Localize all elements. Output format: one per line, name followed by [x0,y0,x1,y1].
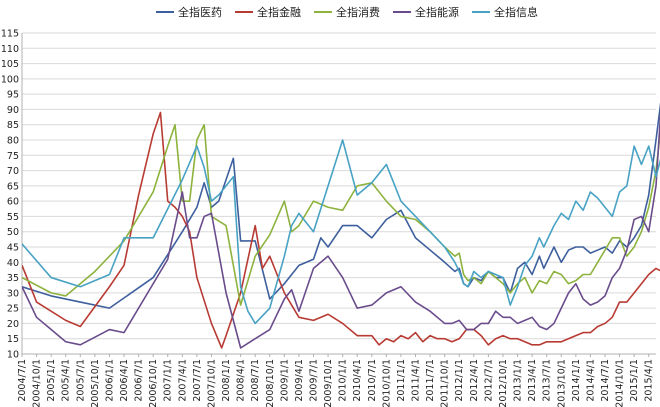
y-tick-label: 65 [7,181,19,192]
x-tick-label: 2007/10/1 [206,359,217,407]
x-tick-label: 2006/10/1 [148,359,159,407]
x-tick-label: 2012/4/1 [469,359,480,402]
x-tick-label: 2008/7/1 [250,359,261,402]
x-tick-label: 2011/4/1 [411,359,422,402]
series-group [22,102,660,349]
x-tick-label: 2007/1/1 [163,359,174,402]
y-tick-label: 50 [7,227,19,238]
y-tick-label: 90 [7,105,19,116]
x-tick-label: 2010/1/1 [338,359,349,402]
x-tick-label: 2006/1/1 [104,359,115,402]
x-tick-label: 2009/10/1 [323,359,334,407]
y-tick-label: 35 [7,273,19,284]
y-tick-label: 70 [7,166,19,177]
x-tick-label: 2012/7/1 [483,359,494,402]
x-tick-label: 2004/10/1 [32,359,43,407]
x-tick-label: 2008/1/1 [221,359,232,402]
y-tick-label: 55 [7,212,19,223]
y-tick-label: 15 [7,334,19,345]
y-tick-label: 30 [7,288,19,299]
x-tick-label: 2014/1/1 [571,359,582,402]
legend-label: 全指能源 [415,5,459,19]
x-tick-label: 2010/4/1 [352,359,363,402]
y-tick-label: 20 [7,319,19,330]
x-tick-label: 2007/7/1 [192,359,203,402]
x-tick-label: 2009/1/1 [279,359,290,402]
y-tick-label: 105 [1,59,19,70]
x-tick-label: 2013/10/1 [556,359,567,407]
x-tick-label: 2011/7/1 [425,359,436,402]
legend-label: 全指消费 [336,5,380,19]
x-tick-label: 2010/10/1 [381,359,392,407]
y-tick-label: 100 [1,74,19,85]
x-tick-label: 2005/7/1 [75,359,86,402]
legend-label: 全指医药 [178,5,222,19]
legend-label: 全指信息 [494,5,538,19]
y-tick-label: 75 [7,151,19,162]
legend: 全指医药 全指金融 全指消费 全指能源 全指信息 [156,5,538,19]
y-tick-label: 40 [7,258,19,269]
x-tick-label: 2014/4/1 [585,359,596,402]
x-tick-label: 2005/10/1 [90,359,101,407]
x-tick-label: 2012/1/1 [454,359,465,402]
x-tick-label: 2009/7/1 [308,359,319,402]
series-line-2 [22,111,660,349]
grid [22,32,656,355]
legend-label: 全指金融 [257,5,301,19]
y-tick-label: 10 [7,350,19,361]
x-tick-label: 2015/1/1 [629,359,640,402]
x-tick-label: 2008/4/1 [236,359,247,402]
x-tick-label: 2013/1/1 [513,359,524,402]
axes: 10 15 20 25 30 35 40 45 50 55 60 65 70 75 80 85 90 95 100 1… [1,29,656,407]
y-tick-label: 25 [7,304,19,315]
x-tick-label: 2005/1/1 [46,359,57,402]
y-tick-label: 80 [7,136,19,147]
series-line-5 [22,139,660,325]
x-tick-label: 2008/10/1 [265,359,276,407]
x-tick-label: 2009/4/1 [294,359,305,402]
x-tick-label: 2010/7/1 [367,359,378,402]
x-tick-label: 2005/4/1 [61,359,72,402]
y-tick-label: 95 [7,90,19,101]
x-tick-label: 2011/1/1 [396,359,407,402]
y-tick-label: 60 [7,197,19,208]
y-tick-label: 110 [1,44,19,55]
x-tick-label: 2011/10/1 [440,359,451,407]
y-tick-label: 85 [7,120,19,131]
series-line-3 [22,123,660,306]
x-tick-label: 2014/10/1 [615,359,626,407]
series-line-4 [22,110,660,349]
x-tick-label: 2006/4/1 [119,359,130,402]
y-tick-label: 45 [7,243,19,254]
x-tick-label: 2007/4/1 [177,359,188,402]
x-tick-label: 2013/7/1 [542,359,553,402]
x-tick-label: 2012/10/1 [498,359,509,407]
x-tick-label: 2004/7/1 [17,359,28,402]
y-tick-label: 115 [1,29,19,40]
x-tick-label: 2006/7/1 [134,359,145,402]
x-tick-label: 2013/4/1 [527,359,538,402]
x-tick-label: 2014/7/1 [600,359,611,402]
x-tick-label: 2015/4/1 [644,359,655,402]
